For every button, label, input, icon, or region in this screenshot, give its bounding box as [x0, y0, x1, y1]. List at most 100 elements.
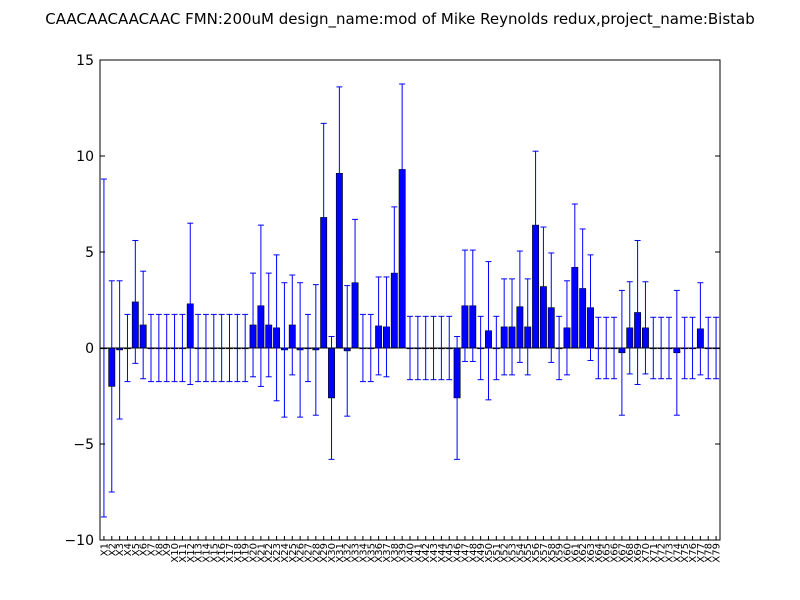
error-bar-X21 — [257, 224, 264, 387]
error-bar-X74 — [673, 289, 680, 416]
error-bar-X51 — [493, 315, 500, 381]
x-tick-label: X54 — [515, 543, 526, 563]
x-tick-label: X37 — [382, 543, 393, 563]
y-tick-label: 15 — [76, 53, 94, 69]
x-tick-label: X6 — [139, 543, 150, 556]
x-tick-label: X2 — [107, 543, 118, 556]
error-bar-X38 — [391, 206, 398, 340]
x-tick-label: X29 — [319, 543, 330, 563]
error-bar-X69 — [634, 239, 641, 385]
x-tick-label: X58 — [547, 543, 558, 563]
x-tick-label: X55 — [523, 543, 534, 563]
error-bar-X68 — [626, 281, 633, 375]
error-bar-X70 — [642, 281, 649, 375]
error-bar-X33 — [352, 218, 359, 347]
error-bar-X16 — [218, 313, 225, 383]
error-bar-X35 — [367, 313, 374, 383]
error-bar-X29 — [320, 122, 327, 313]
x-tick-label: X57 — [539, 543, 550, 563]
y-axis: −10 −5 0 5 10 15 — [64, 53, 720, 549]
error-bar-X14 — [202, 313, 209, 383]
error-bar-X27 — [304, 313, 311, 383]
error-bar-X30 — [328, 335, 335, 460]
error-bar-X15 — [210, 313, 217, 383]
x-tick-label: X4 — [123, 543, 134, 556]
x-tick-label: X23 — [272, 543, 283, 563]
error-bar-X19 — [242, 313, 249, 383]
x-tick-label: X50 — [484, 543, 495, 563]
x-tick-label: X46 — [453, 543, 464, 563]
error-bar-X3 — [116, 280, 123, 420]
error-bar-X72 — [658, 316, 665, 380]
y-tick-label: −5 — [73, 437, 94, 453]
error-bar-X60 — [563, 280, 570, 376]
error-bar-X71 — [650, 316, 657, 380]
error-bar-X8 — [155, 313, 162, 383]
error-bar-X9 — [163, 313, 170, 383]
error-bar-X55 — [524, 278, 531, 376]
error-bar-X10 — [171, 313, 178, 383]
error-bar-X76 — [689, 316, 696, 380]
x-tick-label: X52 — [500, 543, 511, 563]
x-tick-label: X38 — [390, 543, 401, 563]
error-bar-X48 — [469, 249, 476, 362]
error-bar-X46 — [454, 335, 461, 460]
error-bar-X20 — [250, 272, 257, 378]
x-tick-label: X43 — [429, 543, 440, 563]
error-bar-X23 — [273, 254, 280, 402]
x-tick-label: X33 — [351, 543, 362, 563]
x-tick-label: X64 — [594, 543, 605, 563]
error-bar-X34 — [359, 313, 366, 383]
x-tick-label: X21 — [256, 543, 267, 563]
x-tick-label: X22 — [264, 543, 275, 563]
x-tick-label: X53 — [508, 543, 519, 563]
error-bars-group — [100, 83, 720, 518]
x-tick-label: X71 — [649, 543, 660, 563]
x-tick-label: X49 — [476, 543, 487, 563]
x-tick-label: X36 — [374, 543, 385, 563]
x-tick-label: X51 — [492, 543, 503, 563]
x-tick-label: X25 — [288, 543, 299, 563]
error-bar-X28 — [312, 284, 319, 416]
error-bar-X50 — [485, 261, 492, 401]
error-bar-X77 — [697, 282, 704, 376]
x-tick-label: X76 — [688, 543, 699, 563]
error-bar-X22 — [265, 272, 272, 378]
error-bar-X2 — [108, 280, 115, 493]
error-bar-X49 — [477, 315, 484, 381]
x-tick-label: X27 — [303, 543, 314, 563]
error-bar-X26 — [297, 282, 304, 418]
x-tick-label: X32 — [343, 543, 354, 563]
error-bar-X43 — [430, 315, 437, 381]
error-bar-X64 — [595, 316, 602, 380]
error-bar-X11 — [179, 313, 186, 383]
error-bar-X42 — [422, 315, 429, 381]
error-bar-X59 — [556, 315, 563, 381]
error-bar-X31 — [336, 86, 343, 261]
error-bar-X12 — [187, 222, 194, 385]
x-tick-label: X16 — [217, 543, 228, 563]
x-tick-label: X17 — [225, 543, 236, 563]
x-tick-label: X8 — [154, 543, 165, 556]
x-tick-label: X78 — [704, 543, 715, 563]
x-tick-label: X10 — [170, 543, 181, 563]
error-bar-X32 — [344, 285, 351, 417]
y-tick-label: 10 — [76, 149, 94, 165]
x-tick-label: X66 — [610, 543, 621, 563]
error-bar-X56 — [532, 150, 539, 300]
y-tick-label: 5 — [85, 245, 94, 261]
x-tick-label: X72 — [657, 543, 668, 563]
x-tick-label: X9 — [162, 543, 173, 556]
error-bar-X24 — [281, 282, 288, 418]
error-bar-X36 — [375, 276, 382, 376]
x-tick-label: X59 — [555, 543, 566, 563]
error-bar-X6 — [140, 270, 147, 380]
error-bar-X73 — [665, 316, 672, 380]
error-bar-X75 — [681, 316, 688, 380]
error-bar-X45 — [446, 315, 453, 381]
x-axis: X1X2X3X4X5X6X7X8X9X10X11X12X13X14X15X16X… — [99, 536, 723, 563]
error-bar-X65 — [603, 316, 610, 380]
x-tick-label: X67 — [617, 543, 628, 563]
x-tick-label: X7 — [147, 543, 158, 556]
